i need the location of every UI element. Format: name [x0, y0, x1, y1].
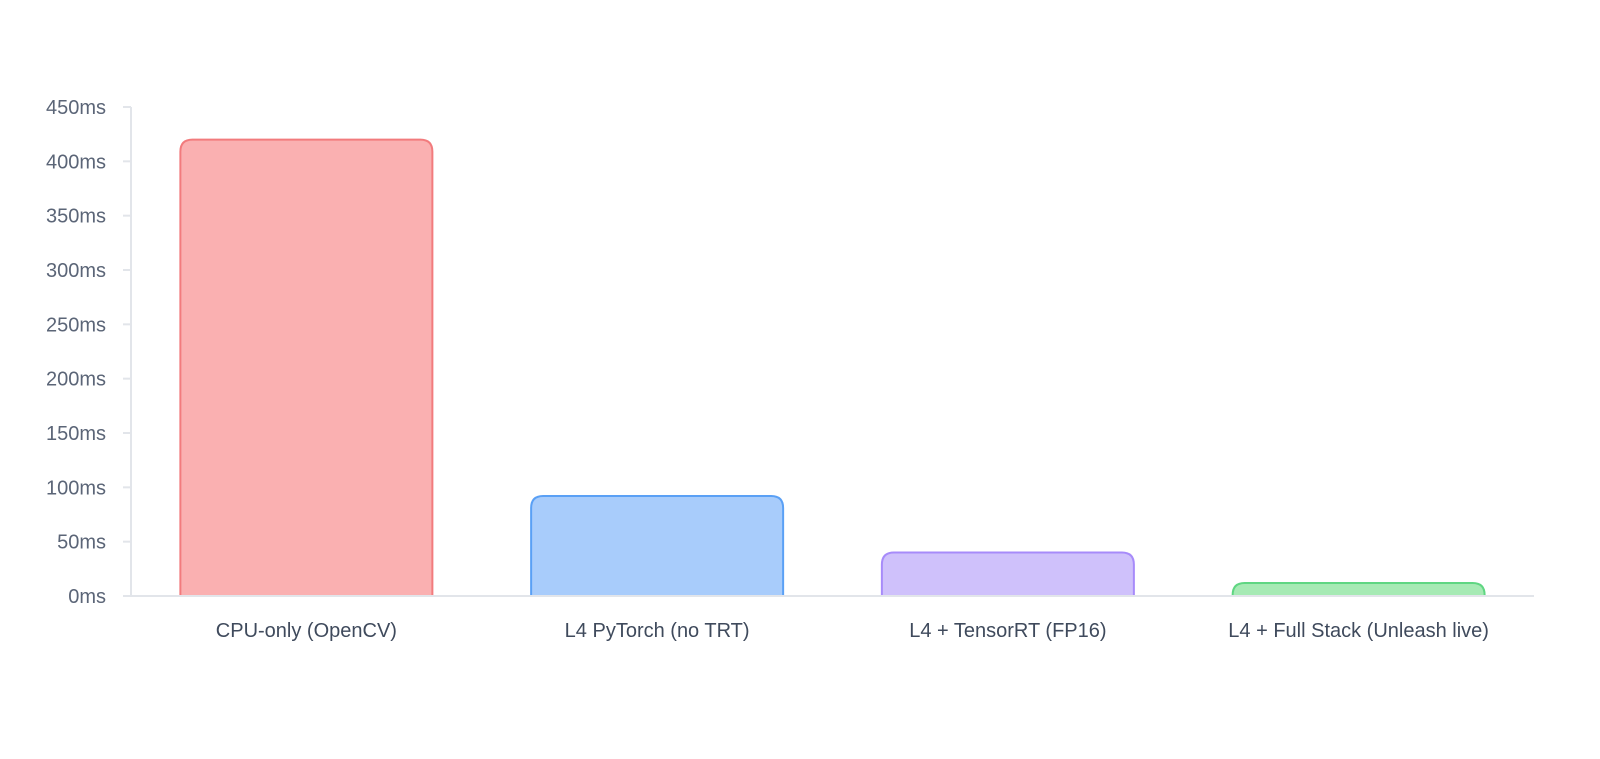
x-tick-label: L4 + TensorRT (FP16) — [909, 620, 1106, 642]
x-tick-label: L4 + Full Stack (Unleash live) — [1228, 620, 1489, 642]
x-tick-label: L4 PyTorch (no TRT) — [565, 620, 750, 642]
y-tick-label: 200ms — [46, 369, 106, 391]
x-axis: CPU-only (OpenCV) L4 PyTorch (no TRT) L4 +… — [131, 595, 1534, 642]
x-tick-label: CPU-only (OpenCV) — [216, 620, 397, 642]
y-tick-label: 400ms — [46, 151, 106, 173]
y-tick-label: 0ms — [68, 586, 106, 608]
bar — [179, 138, 434, 597]
bars — [179, 138, 1486, 597]
y-tick-label: 350ms — [46, 206, 106, 228]
y-tick-label: 100ms — [46, 477, 106, 499]
bar — [530, 495, 785, 597]
y-tick-label: 300ms — [46, 260, 106, 282]
bar — [1231, 581, 1486, 597]
bar — [880, 551, 1135, 597]
y-tick-label: 50ms — [57, 532, 106, 554]
y-axis: 0ms 50ms 100ms 150ms 200ms 250ms 300ms 350ms 400… — [46, 97, 132, 608]
y-tick-label: 150ms — [46, 423, 106, 445]
y-tick-label: 450ms — [46, 97, 106, 119]
y-tick-label: 250ms — [46, 314, 106, 336]
